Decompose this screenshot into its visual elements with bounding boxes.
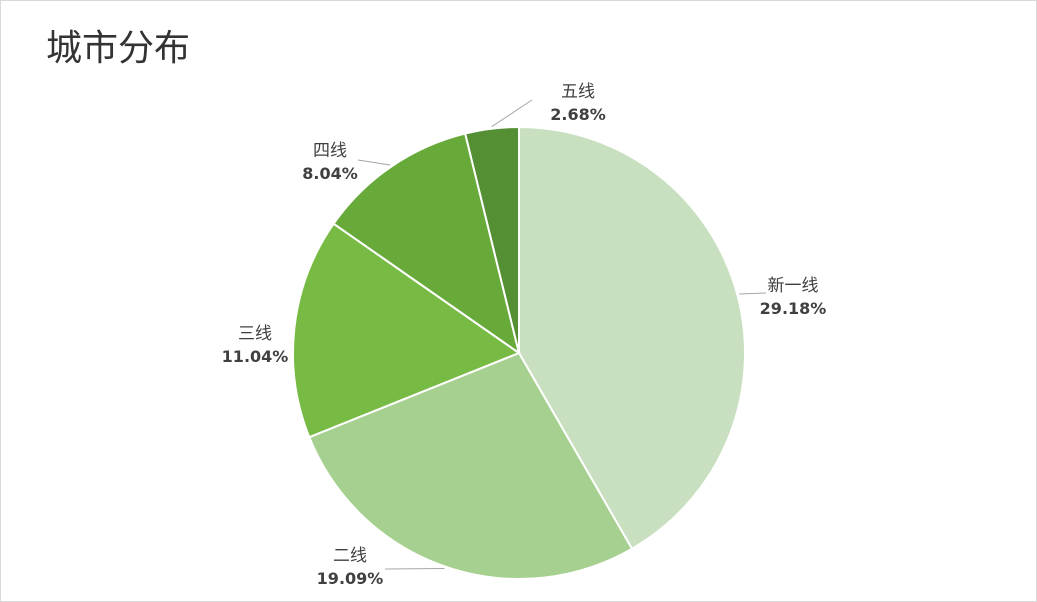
leader-line [739,292,767,295]
slice-value-label: 2.68% [550,105,606,124]
slice-name: 二线 [333,546,367,566]
pie-slice [518,125,746,551]
leader-line [357,159,391,166]
slice-name: 新一线 [768,276,819,296]
slice-name: 四线 [313,141,347,161]
slice-value-label: 19.09% [317,569,384,588]
pie-slice [332,132,521,356]
slice-value-label: 8.04% [302,164,358,183]
slice-name: 三线 [238,324,272,344]
chart-title: 城市分布 [46,28,190,69]
slice-value-label: 11.04% [222,347,289,366]
leader-line [384,567,445,570]
pie-slice [307,351,634,580]
slice-name: 五线 [561,82,595,102]
pie-slice [292,222,522,439]
pie-slice [463,125,520,354]
slice-value-label: 29.18% [760,299,827,318]
leader-line [491,99,533,128]
